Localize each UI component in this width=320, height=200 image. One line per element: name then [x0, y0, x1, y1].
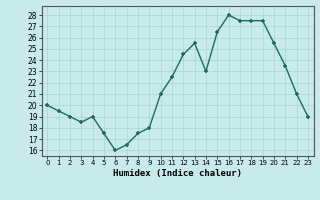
X-axis label: Humidex (Indice chaleur): Humidex (Indice chaleur): [113, 169, 242, 178]
